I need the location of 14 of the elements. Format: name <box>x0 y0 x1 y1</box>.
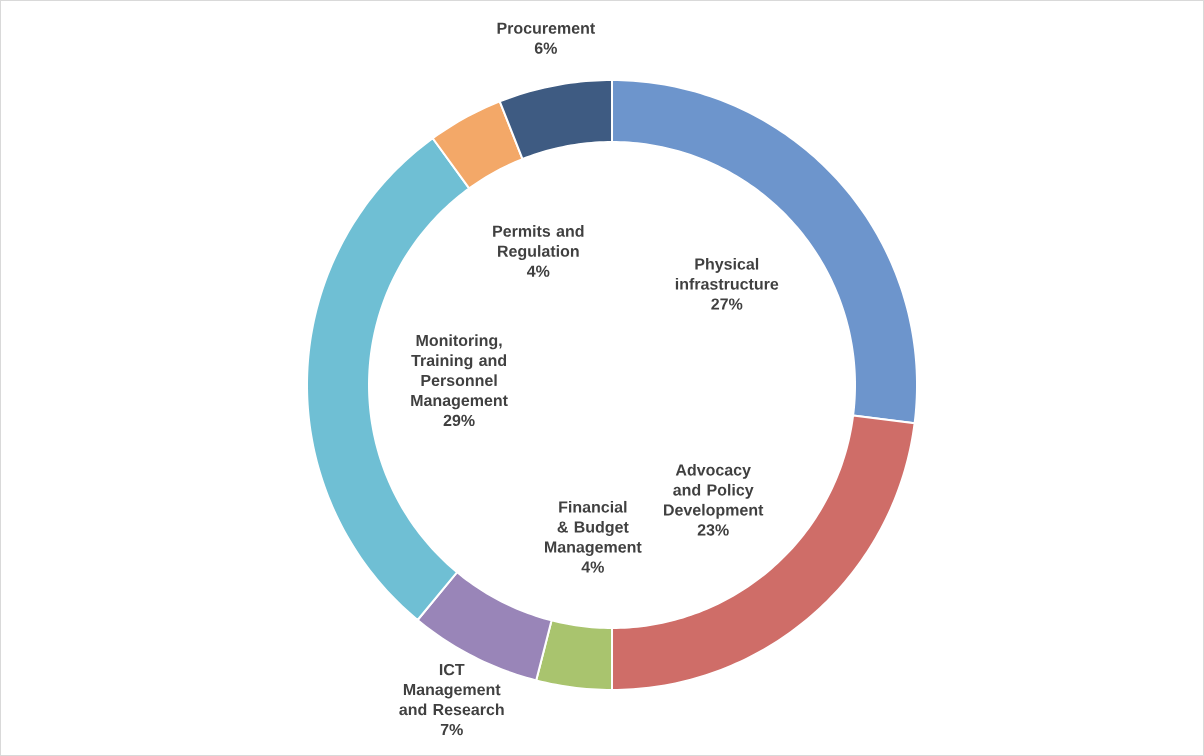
slice-label: Financial & Budget Management <box>545 500 642 556</box>
slice-label: Advocacy and Policy Development <box>664 463 764 519</box>
data-label: 23% <box>697 524 729 536</box>
slice-label: Procurement <box>497 22 595 34</box>
slice-label: Physical infrastructure <box>675 257 779 290</box>
data-label: 6% <box>534 42 557 54</box>
data-label: 4% <box>581 561 604 573</box>
data-label: 7% <box>440 723 463 736</box>
data-label: 27% <box>711 298 743 310</box>
data-label: 4% <box>526 265 550 277</box>
slice-label: Monitoring, Training and Personnel Management <box>411 334 508 410</box>
slice-label: Permits and Regulation <box>493 225 584 261</box>
slice-label: ICT Management and Research <box>399 663 504 716</box>
data-label: 29% <box>443 414 475 427</box>
